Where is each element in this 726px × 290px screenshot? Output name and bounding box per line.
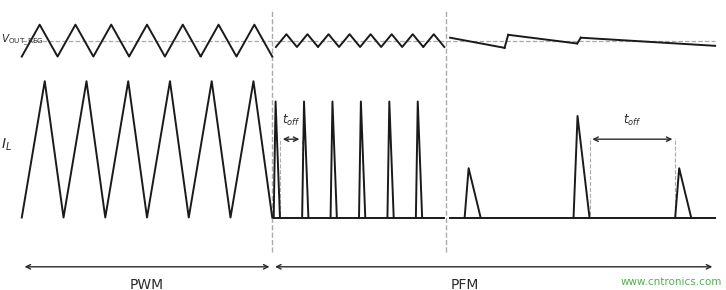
Text: PFM: PFM bbox=[450, 278, 479, 290]
Text: $t_{off}$: $t_{off}$ bbox=[282, 113, 301, 128]
Text: www.cntronics.com: www.cntronics.com bbox=[621, 277, 722, 287]
Text: $I_L$: $I_L$ bbox=[1, 137, 12, 153]
Text: $V_{\mathrm{OUT\_REG}}$: $V_{\mathrm{OUT\_REG}}$ bbox=[1, 33, 44, 48]
Text: $t_{off}$: $t_{off}$ bbox=[623, 113, 642, 128]
Text: PWM: PWM bbox=[130, 278, 164, 290]
